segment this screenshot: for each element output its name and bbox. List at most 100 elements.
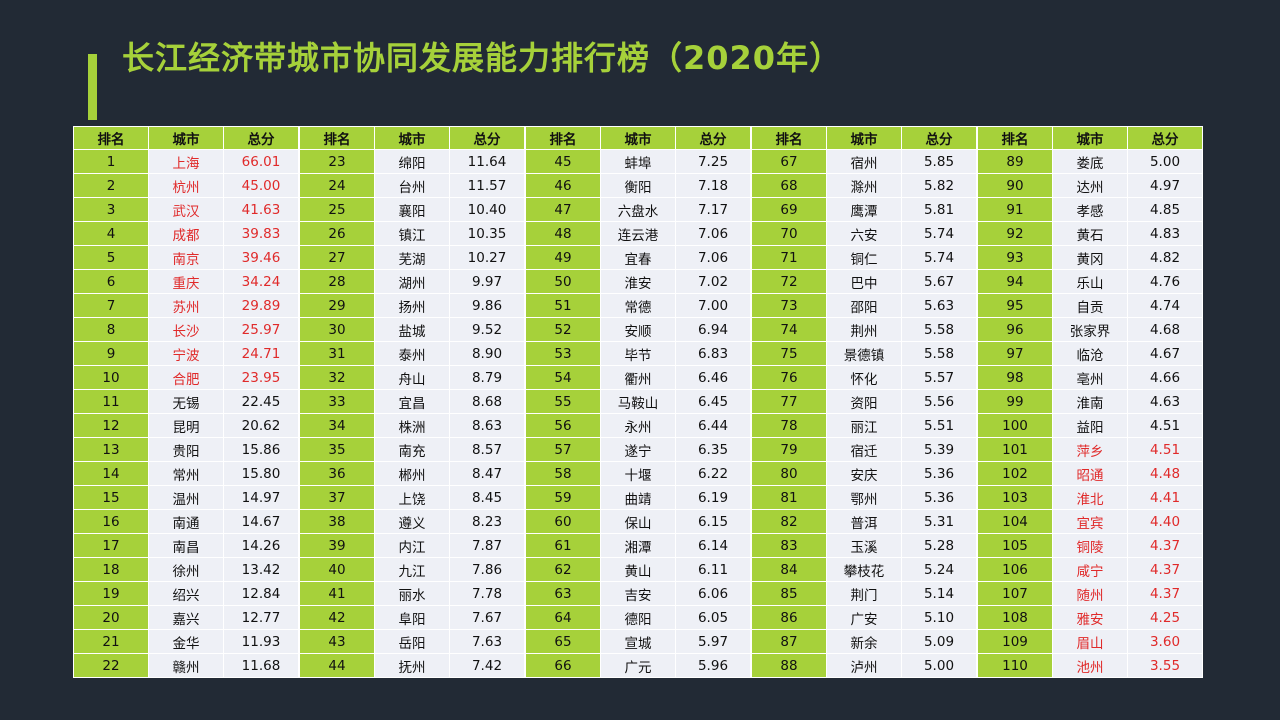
score-cell: 24.71 (223, 341, 299, 366)
rank-cell: 11 (73, 389, 149, 414)
rank-cell: 45 (525, 149, 601, 174)
city-cell: 绍兴 (148, 581, 224, 606)
table-row: 85 荆门 5.14 (751, 581, 977, 606)
city-cell: 泸州 (826, 653, 902, 678)
score-cell: 3.60 (1127, 629, 1203, 654)
score-cell: 4.66 (1127, 365, 1203, 390)
rank-cell: 71 (751, 245, 827, 270)
rank-cell: 25 (299, 197, 375, 222)
rank-cell: 91 (977, 197, 1053, 222)
city-cell: 内江 (374, 533, 450, 558)
rank-cell: 67 (751, 149, 827, 174)
rank-cell: 87 (751, 629, 827, 654)
city-cell: 贵阳 (148, 437, 224, 462)
table-row: 90 达州 4.97 (977, 173, 1203, 198)
score-cell: 12.84 (223, 581, 299, 606)
city-cell: 金华 (148, 629, 224, 654)
city-cell: 台州 (374, 173, 450, 198)
rank-cell: 102 (977, 461, 1053, 486)
score-cell: 4.51 (1127, 413, 1203, 438)
city-cell: 铜仁 (826, 245, 902, 270)
table-row: 3 武汉 41.63 (73, 197, 299, 222)
table-row: 35 南充 8.57 (299, 437, 525, 462)
rank-cell: 20 (73, 605, 149, 630)
table-row: 72 巴中 5.67 (751, 269, 977, 294)
rank-cell: 33 (299, 389, 375, 414)
rank-cell: 26 (299, 221, 375, 246)
table-row: 39 内江 7.87 (299, 533, 525, 558)
score-cell: 6.15 (675, 509, 751, 534)
rank-cell: 83 (751, 533, 827, 558)
city-cell: 宁波 (148, 341, 224, 366)
city-cell: 黄冈 (1052, 245, 1128, 270)
city-cell: 常德 (600, 293, 676, 318)
table-row: 69 鹰潭 5.81 (751, 197, 977, 222)
rank-cell: 96 (977, 317, 1053, 342)
rank-cell: 108 (977, 605, 1053, 630)
header-rank: 排名 (977, 126, 1053, 150)
city-cell: 遵义 (374, 509, 450, 534)
score-cell: 66.01 (223, 149, 299, 174)
ranking-table-1: 排名 城市 总分 1 上海 66.01 2 杭州 45.00 3 武汉 41.63 4 成都 39.83 5 南… (73, 126, 299, 678)
score-cell: 8.23 (449, 509, 525, 534)
score-cell: 7.06 (675, 245, 751, 270)
score-cell: 5.74 (901, 221, 977, 246)
table-row: 15 温州 14.97 (73, 485, 299, 510)
score-cell: 39.83 (223, 221, 299, 246)
table-row: 44 抚州 7.42 (299, 653, 525, 678)
table-row: 58 十堰 6.22 (525, 461, 751, 486)
table-row: 28 湖州 9.97 (299, 269, 525, 294)
score-cell: 4.97 (1127, 173, 1203, 198)
city-cell: 达州 (1052, 173, 1128, 198)
score-cell: 4.74 (1127, 293, 1203, 318)
score-cell: 14.26 (223, 533, 299, 558)
table-row: 11 无锡 22.45 (73, 389, 299, 414)
rank-cell: 50 (525, 269, 601, 294)
city-cell: 益阳 (1052, 413, 1128, 438)
rank-cell: 101 (977, 437, 1053, 462)
score-cell: 8.79 (449, 365, 525, 390)
score-cell: 6.06 (675, 581, 751, 606)
rank-cell: 75 (751, 341, 827, 366)
table-row: 77 资阳 5.56 (751, 389, 977, 414)
score-cell: 5.28 (901, 533, 977, 558)
rank-cell: 73 (751, 293, 827, 318)
table-row: 64 德阳 6.05 (525, 605, 751, 630)
city-cell: 普洱 (826, 509, 902, 534)
table-row: 109 眉山 3.60 (977, 629, 1203, 654)
rank-cell: 31 (299, 341, 375, 366)
city-cell: 黄石 (1052, 221, 1128, 246)
table-row: 16 南通 14.67 (73, 509, 299, 534)
score-cell: 15.80 (223, 461, 299, 486)
rank-cell: 28 (299, 269, 375, 294)
city-cell: 攀枝花 (826, 557, 902, 582)
city-cell: 镇江 (374, 221, 450, 246)
rank-cell: 10 (73, 365, 149, 390)
score-cell: 12.77 (223, 605, 299, 630)
score-cell: 7.02 (675, 269, 751, 294)
table-row: 7 苏州 29.89 (73, 293, 299, 318)
city-cell: 咸宁 (1052, 557, 1128, 582)
table-row: 14 常州 15.80 (73, 461, 299, 486)
rank-cell: 29 (299, 293, 375, 318)
header-city: 城市 (148, 126, 224, 150)
rank-cell: 80 (751, 461, 827, 486)
rank-cell: 109 (977, 629, 1053, 654)
rank-cell: 78 (751, 413, 827, 438)
city-cell: 毕节 (600, 341, 676, 366)
city-cell: 保山 (600, 509, 676, 534)
score-cell: 5.14 (901, 581, 977, 606)
table-row: 43 岳阳 7.63 (299, 629, 525, 654)
table-row: 56 永州 6.44 (525, 413, 751, 438)
table-row: 48 连云港 7.06 (525, 221, 751, 246)
rank-cell: 76 (751, 365, 827, 390)
rank-cell: 7 (73, 293, 149, 318)
table-row: 55 马鞍山 6.45 (525, 389, 751, 414)
table-row: 94 乐山 4.76 (977, 269, 1203, 294)
city-cell: 自贡 (1052, 293, 1128, 318)
header-rank: 排名 (525, 126, 601, 150)
rank-cell: 19 (73, 581, 149, 606)
city-cell: 新余 (826, 629, 902, 654)
city-cell: 赣州 (148, 653, 224, 678)
city-cell: 吉安 (600, 581, 676, 606)
